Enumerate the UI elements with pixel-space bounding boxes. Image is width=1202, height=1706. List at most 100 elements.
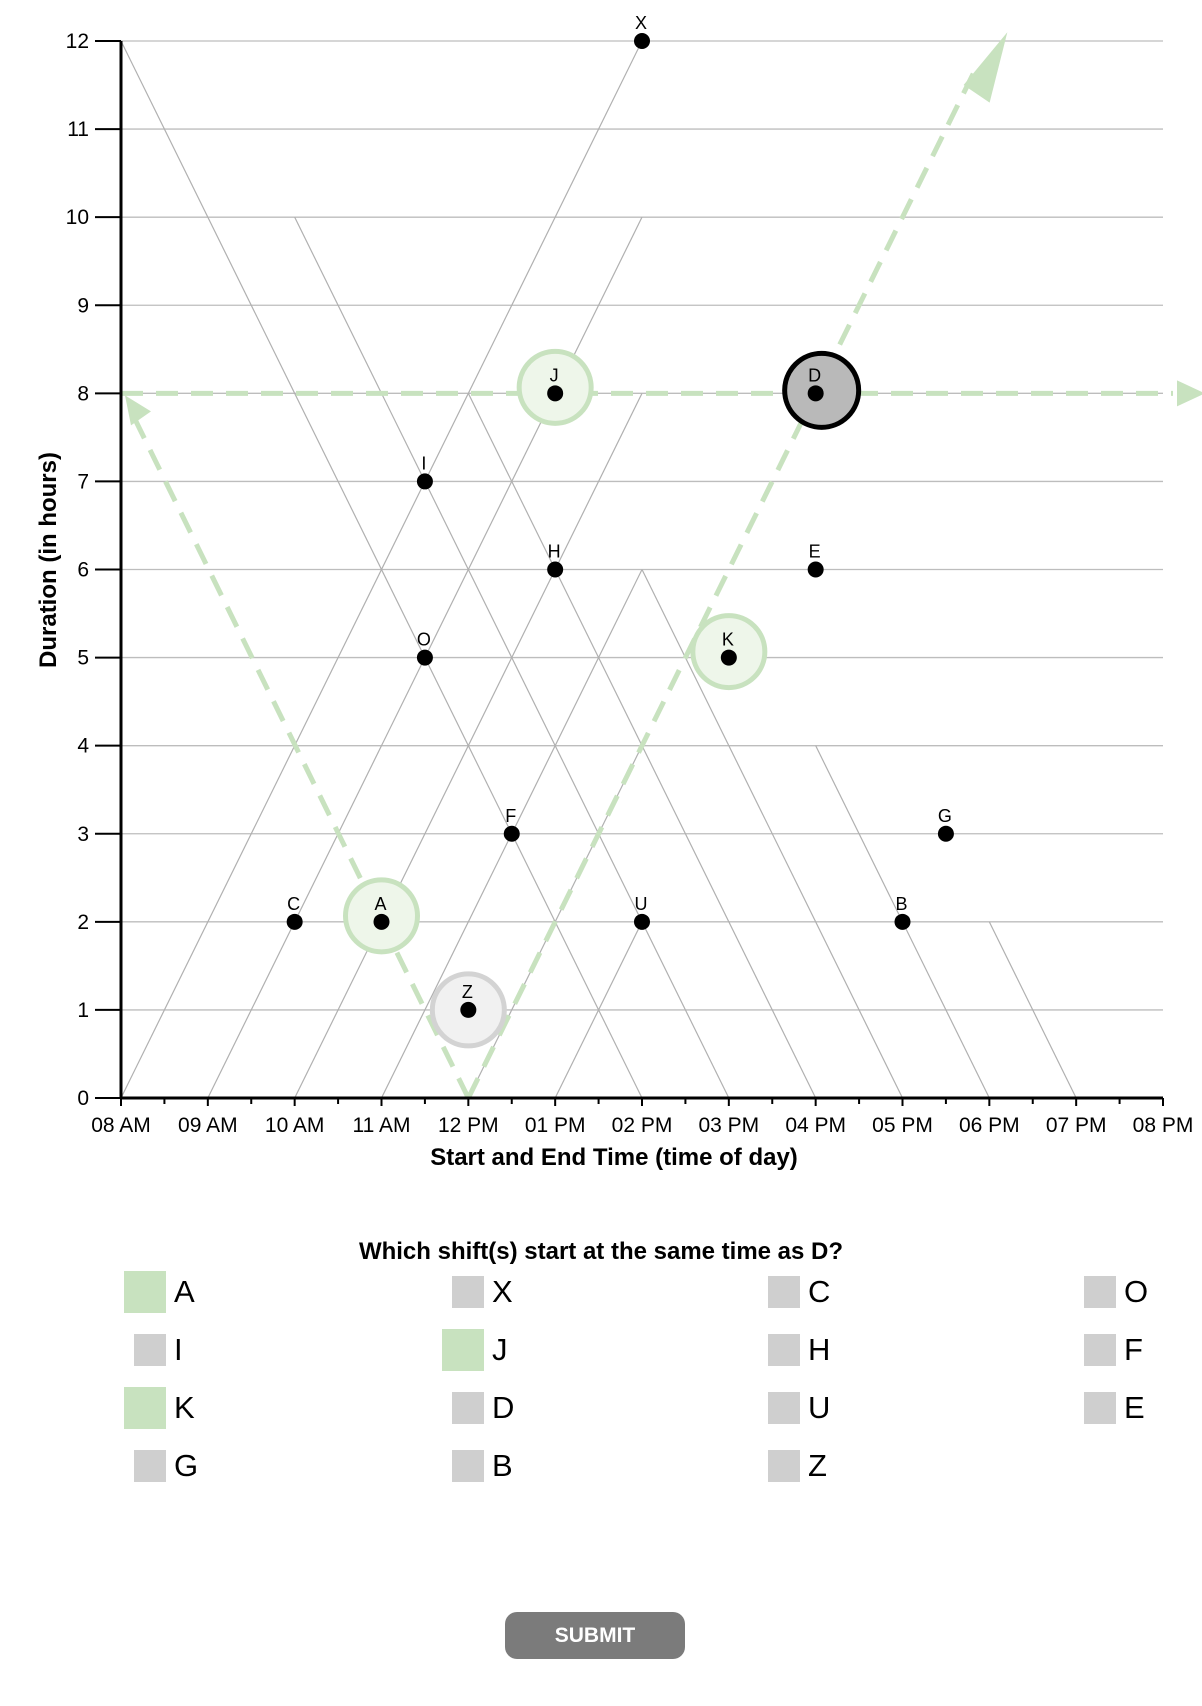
point-label: C bbox=[287, 894, 300, 914]
option-j[interactable]: J bbox=[442, 1327, 508, 1373]
checkbox[interactable] bbox=[768, 1276, 800, 1308]
y-axis-title: Duration (in hours) bbox=[35, 452, 62, 668]
x-tick-label: 06 PM bbox=[959, 1114, 1020, 1137]
option-h[interactable]: H bbox=[768, 1327, 830, 1373]
x-axis-title: Start and End Time (time of day) bbox=[430, 1144, 798, 1171]
x-tick-label: 03 PM bbox=[698, 1114, 759, 1137]
checkbox[interactable] bbox=[124, 1387, 166, 1429]
gridline-diagonal bbox=[988, 921, 1077, 1099]
option-label: X bbox=[492, 1274, 513, 1309]
option-f[interactable]: F bbox=[1084, 1327, 1143, 1373]
x-tick-label: 11 AM bbox=[353, 1114, 411, 1137]
guide-left-diagonal bbox=[132, 418, 471, 1100]
y-tick-label: 12 bbox=[66, 30, 89, 53]
option-a[interactable]: A bbox=[124, 1269, 195, 1315]
option-g[interactable]: G bbox=[134, 1443, 198, 1489]
point-label: F bbox=[505, 806, 516, 826]
data-point-c[interactable]: C bbox=[286, 894, 303, 930]
option-c[interactable]: C bbox=[768, 1269, 830, 1315]
option-label: U bbox=[808, 1390, 831, 1425]
point-marker bbox=[416, 649, 433, 666]
point-marker bbox=[503, 825, 520, 842]
option-o[interactable]: O bbox=[1084, 1269, 1148, 1315]
y-tick-label: 2 bbox=[77, 911, 89, 934]
option-label: Z bbox=[808, 1448, 827, 1483]
point-marker bbox=[634, 33, 650, 49]
submit-button[interactable]: SUBMIT bbox=[505, 1612, 685, 1659]
option-z[interactable]: Z bbox=[768, 1443, 827, 1489]
x-tick-label: 08 AM bbox=[91, 1114, 151, 1137]
data-point-e[interactable]: E bbox=[807, 542, 824, 578]
data-point-d[interactable]: D bbox=[782, 350, 862, 430]
y-tick-label: 9 bbox=[77, 294, 89, 317]
point-marker bbox=[894, 913, 911, 930]
option-x[interactable]: X bbox=[452, 1269, 513, 1315]
data-point-o[interactable]: O bbox=[417, 630, 433, 666]
option-label: A bbox=[174, 1274, 195, 1309]
option-label: E bbox=[1124, 1390, 1145, 1425]
y-tick-label: 4 bbox=[77, 735, 89, 758]
option-b[interactable]: B bbox=[452, 1443, 513, 1489]
data-point-z[interactable]: Z bbox=[429, 971, 507, 1049]
checkbox[interactable] bbox=[1084, 1276, 1116, 1308]
checkbox[interactable] bbox=[768, 1334, 800, 1366]
y-tick-label: 1 bbox=[77, 999, 89, 1022]
option-label: G bbox=[174, 1448, 199, 1483]
y-tick-label: 8 bbox=[77, 382, 89, 405]
option-label: B bbox=[492, 1448, 513, 1483]
point-marker bbox=[460, 1001, 477, 1018]
y-tick-label: 5 bbox=[77, 647, 89, 670]
checkbox[interactable] bbox=[134, 1334, 166, 1366]
point-label: B bbox=[895, 894, 907, 914]
checkbox[interactable] bbox=[452, 1392, 484, 1424]
option-label: D bbox=[492, 1390, 515, 1425]
x-tick-label: 04 PM bbox=[785, 1114, 846, 1137]
checkbox[interactable] bbox=[768, 1392, 800, 1424]
point-label: D bbox=[808, 365, 821, 385]
y-tick-label: 11 bbox=[67, 118, 89, 141]
option-e[interactable]: E bbox=[1084, 1385, 1145, 1431]
option-k[interactable]: K bbox=[124, 1385, 195, 1431]
checkbox[interactable] bbox=[452, 1450, 484, 1482]
option-label: F bbox=[1124, 1332, 1143, 1367]
data-point-b[interactable]: B bbox=[894, 894, 911, 930]
checkbox[interactable] bbox=[768, 1450, 800, 1482]
point-label: G bbox=[938, 806, 952, 826]
option-i[interactable]: I bbox=[134, 1327, 183, 1373]
data-point-x[interactable]: X bbox=[634, 13, 650, 49]
data-point-u[interactable]: U bbox=[634, 894, 650, 930]
question-text: Which shift(s) start at the same time as… bbox=[358, 1238, 844, 1265]
arrowhead-right bbox=[1177, 380, 1202, 407]
option-label: C bbox=[808, 1274, 831, 1309]
point-marker bbox=[373, 913, 390, 930]
point-marker bbox=[807, 561, 824, 578]
point-marker bbox=[286, 913, 303, 930]
point-label: J bbox=[550, 365, 559, 385]
data-point-k[interactable]: K bbox=[690, 613, 768, 691]
point-marker bbox=[634, 913, 650, 930]
checkbox[interactable] bbox=[442, 1329, 484, 1371]
option-d[interactable]: D bbox=[452, 1385, 514, 1431]
checkbox[interactable] bbox=[1084, 1392, 1116, 1424]
gridline-diagonal bbox=[294, 216, 730, 1099]
data-point-i[interactable]: I bbox=[416, 453, 433, 490]
checkbox[interactable] bbox=[1084, 1334, 1116, 1366]
guide-lines bbox=[121, 32, 1202, 1100]
checkbox[interactable] bbox=[134, 1450, 166, 1482]
checkbox[interactable] bbox=[124, 1271, 166, 1313]
point-label: A bbox=[374, 894, 386, 914]
option-u[interactable]: U bbox=[768, 1385, 830, 1431]
point-label: X bbox=[635, 13, 647, 33]
data-point-f[interactable]: F bbox=[503, 806, 520, 842]
data-point-j[interactable]: J bbox=[516, 348, 594, 426]
data-point-g[interactable]: G bbox=[938, 806, 954, 842]
data-point-a[interactable]: A bbox=[343, 877, 420, 955]
point-label: U bbox=[635, 894, 648, 914]
checkbox[interactable] bbox=[452, 1276, 484, 1308]
data-points[interactable]: X J D I H E O K F G C A U B Z bbox=[286, 13, 954, 1049]
data-point-h[interactable]: H bbox=[547, 542, 564, 578]
point-label: Z bbox=[462, 982, 473, 1002]
chart-grid bbox=[120, 40, 1163, 1099]
